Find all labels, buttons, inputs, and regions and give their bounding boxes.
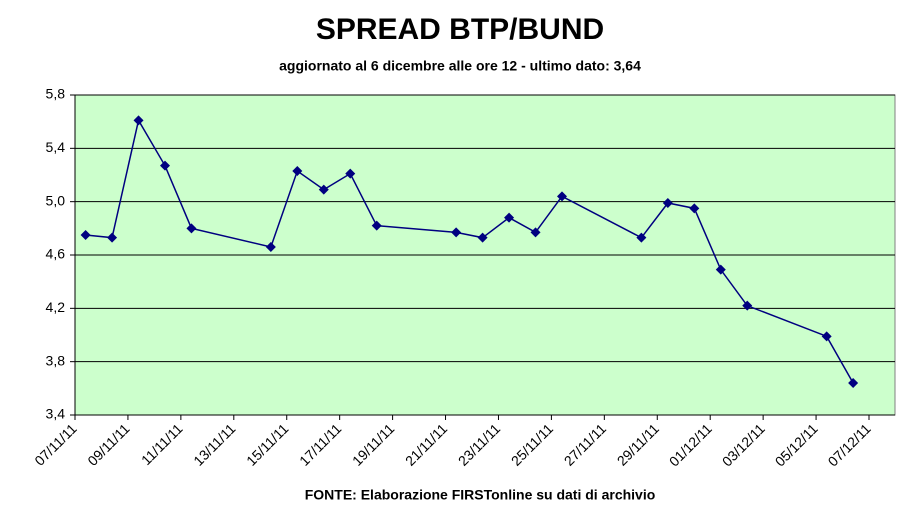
data-point (821, 331, 832, 342)
y-tick-label: 4,2 (46, 299, 66, 315)
data-point (186, 223, 197, 234)
x-tick-label: 07/12/11 (825, 420, 874, 469)
data-point (80, 230, 91, 240)
x-tick-label: 07/11/11 (31, 420, 80, 469)
x-tick-label: 15/11/11 (243, 420, 292, 469)
y-tick-label: 5,0 (46, 192, 66, 208)
data-point (133, 115, 144, 126)
data-point (662, 198, 673, 208)
x-tick-label: 03/12/11 (719, 420, 768, 469)
data-point (715, 264, 726, 275)
x-tick-label: 19/11/11 (349, 420, 398, 469)
data-point (477, 232, 488, 243)
data-point (318, 184, 329, 195)
y-tick-label: 4,6 (46, 246, 66, 262)
chart-title: SPREAD BTP/BUND (316, 13, 604, 46)
data-point (689, 203, 700, 214)
x-tick-label: 11/11/11 (138, 420, 186, 468)
x-tick-label: 09/11/11 (84, 420, 133, 469)
data-point (742, 300, 753, 311)
x-tick-label: 29/11/11 (614, 420, 663, 469)
x-tick-label: 01/12/11 (666, 420, 715, 469)
chart-subtitle: aggiornato al 6 dicembre alle ore 12 - u… (279, 58, 641, 74)
y-tick-label: 5,4 (46, 139, 66, 155)
series-line (85, 118, 854, 384)
x-tick-label: 21/11/11 (402, 420, 451, 469)
data-point (848, 378, 859, 388)
x-tick-label: 13/11/11 (190, 420, 239, 469)
data-point (636, 232, 647, 243)
x-tick-label: 27/11/11 (561, 420, 610, 469)
x-tick-label: 23/11/11 (455, 420, 504, 469)
data-point (159, 160, 170, 171)
data-point (345, 168, 356, 179)
x-tick-label: 05/12/11 (772, 420, 821, 469)
data-point (451, 227, 462, 238)
x-tick-label: 17/11/11 (296, 420, 345, 469)
data-point (292, 166, 303, 176)
data-point (504, 212, 515, 223)
data-point (530, 227, 541, 238)
data-point (371, 220, 382, 231)
y-tick-label: 5,8 (46, 86, 66, 102)
data-point (556, 191, 567, 202)
y-tick-label: 3,8 (46, 352, 66, 368)
source-note: FONTE: Elaborazione FIRSTonline su dati … (305, 487, 656, 503)
data-point (107, 232, 118, 243)
data-point (265, 242, 276, 252)
x-tick-label: 25/11/11 (508, 420, 557, 469)
y-tick-label: 3,4 (46, 406, 66, 422)
